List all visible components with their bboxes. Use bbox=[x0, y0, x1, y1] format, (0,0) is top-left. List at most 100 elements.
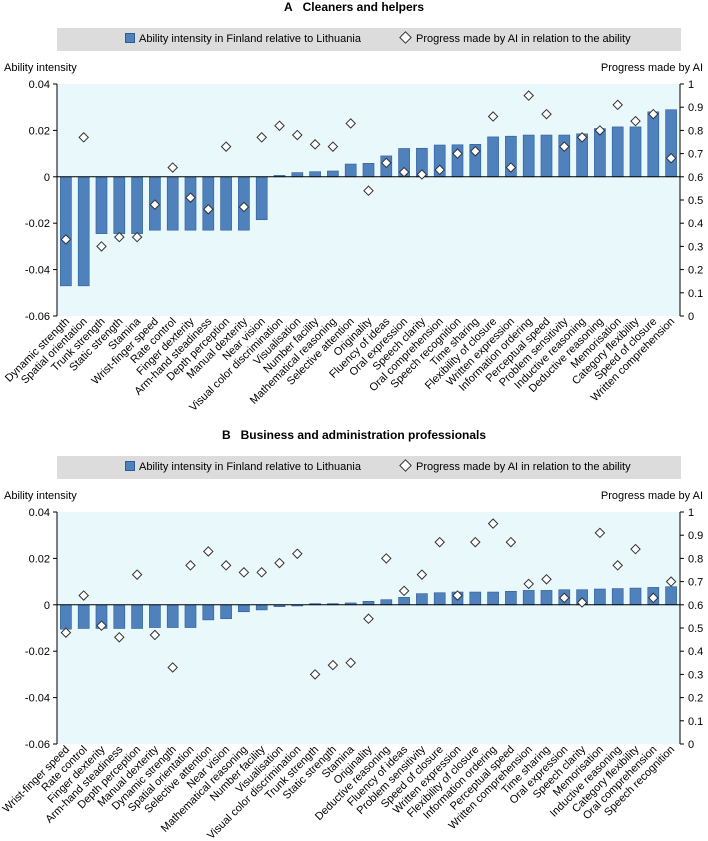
diamond-marker bbox=[149, 199, 161, 210]
bar bbox=[184, 604, 197, 628]
bar bbox=[540, 590, 553, 606]
y-tick-label: -0.02 bbox=[25, 218, 50, 230]
bar bbox=[540, 134, 553, 178]
y2-tick-label: 0.2 bbox=[688, 693, 703, 705]
diamond-marker bbox=[416, 169, 428, 180]
y-tick-label: -0.06 bbox=[25, 311, 50, 323]
bar bbox=[522, 134, 535, 178]
y-tick-label: -0.06 bbox=[25, 739, 50, 751]
diamond-marker bbox=[434, 536, 446, 548]
diamond-marker bbox=[345, 657, 357, 669]
bar-swatch-icon bbox=[125, 461, 135, 471]
diamond-marker bbox=[185, 560, 196, 571]
diamond-marker bbox=[291, 129, 303, 141]
y2-tick-label: 0.6 bbox=[688, 172, 703, 184]
bar bbox=[594, 128, 606, 178]
bar bbox=[220, 604, 232, 620]
diamond-marker bbox=[380, 553, 392, 564]
panel-title: Business and administration professional… bbox=[240, 428, 487, 442]
diamond-marker bbox=[612, 560, 624, 571]
bar bbox=[291, 172, 304, 178]
bar bbox=[202, 604, 215, 621]
y-tick-label: 0 bbox=[44, 600, 50, 612]
bar bbox=[362, 163, 375, 178]
y2-tick-label: 0.3 bbox=[688, 241, 703, 253]
y2-tick-label: 0.4 bbox=[688, 646, 703, 658]
diamond-marker bbox=[274, 557, 285, 569]
y-tick-label: 0 bbox=[44, 172, 50, 184]
diamond-marker-icon bbox=[399, 31, 412, 44]
diamond-marker bbox=[363, 185, 374, 197]
diamond-marker bbox=[78, 132, 90, 143]
bar bbox=[558, 134, 571, 178]
y2-tick-label: 0 bbox=[688, 311, 694, 323]
y2-tick-label: 0 bbox=[688, 739, 694, 751]
diamond-marker bbox=[469, 145, 481, 157]
bar bbox=[220, 176, 232, 231]
bar bbox=[469, 591, 482, 606]
diamond-marker bbox=[309, 139, 321, 150]
legend-marker-label: Progress made by AI in relation to the a… bbox=[416, 461, 631, 473]
diamond-marker bbox=[363, 613, 374, 625]
bar bbox=[344, 163, 357, 178]
plot-background bbox=[57, 512, 680, 744]
diamond-marker bbox=[576, 597, 588, 608]
diamond-marker bbox=[541, 108, 552, 120]
diamond-marker bbox=[398, 585, 410, 597]
bar bbox=[238, 604, 250, 613]
bar bbox=[166, 176, 179, 231]
y-tick-label: -0.02 bbox=[25, 646, 50, 658]
bar bbox=[60, 604, 72, 630]
bar bbox=[255, 176, 268, 221]
legend: Ability intensity in Finland relative to… bbox=[57, 28, 681, 51]
diamond-marker bbox=[558, 592, 570, 604]
chart-title: A Cleaners and helpers bbox=[0, 0, 708, 14]
bar bbox=[629, 126, 642, 178]
diamond-marker bbox=[505, 162, 517, 173]
bar bbox=[611, 126, 624, 178]
bar bbox=[594, 588, 606, 606]
diamond-marker bbox=[487, 111, 499, 122]
chart-title: B Business and administration profession… bbox=[0, 428, 708, 442]
y2-axis-label: Progress made by AI bbox=[600, 62, 703, 74]
diamond-marker bbox=[238, 567, 250, 578]
legend-item-bar: Ability intensity in Finland relative to… bbox=[125, 461, 361, 473]
diamond-marker bbox=[630, 115, 641, 127]
legend-item-marker: Progress made by AI in relation to the a… bbox=[399, 459, 631, 473]
y2-tick-label: 0.7 bbox=[688, 149, 703, 161]
diamond-marker bbox=[327, 659, 339, 671]
bar bbox=[77, 604, 90, 629]
diamond-marker bbox=[434, 164, 446, 176]
bar bbox=[95, 176, 108, 234]
y2-tick-label: 0.5 bbox=[688, 195, 703, 207]
diamond-marker bbox=[131, 569, 143, 580]
diamond-marker bbox=[380, 157, 392, 169]
bar bbox=[433, 592, 446, 606]
y2-tick-label: 0.8 bbox=[688, 125, 703, 137]
bar bbox=[77, 176, 90, 287]
diamond-marker bbox=[185, 192, 196, 203]
diamond-marker bbox=[113, 231, 125, 243]
legend-item-marker: Progress made by AI in relation to the a… bbox=[399, 31, 631, 45]
bar bbox=[611, 588, 624, 606]
y2-tick-label: 0.4 bbox=[688, 218, 703, 230]
panel-a: A Cleaners and helpers Ability intensity… bbox=[0, 0, 708, 410]
y-tick-label: 0.04 bbox=[29, 79, 50, 91]
diamond-marker bbox=[274, 120, 285, 132]
panel-title: Cleaners and helpers bbox=[302, 0, 425, 14]
y-tick-label: 0.02 bbox=[29, 125, 50, 137]
diamond-marker bbox=[647, 108, 659, 120]
bar bbox=[362, 601, 375, 606]
diamond-marker bbox=[167, 162, 179, 173]
diamond-marker bbox=[167, 662, 179, 673]
panel-label: A bbox=[283, 0, 293, 14]
y2-tick-label: 0.5 bbox=[688, 623, 703, 635]
diamond-marker bbox=[647, 592, 659, 604]
bar bbox=[184, 176, 197, 231]
diamond-marker bbox=[220, 141, 232, 152]
diamond-marker bbox=[327, 141, 339, 152]
diamond-marker bbox=[630, 543, 641, 555]
legend-marker-label: Progress made by AI in relation to the a… bbox=[416, 33, 631, 45]
y-tick-label: 0.04 bbox=[29, 507, 50, 519]
bar bbox=[398, 597, 410, 606]
